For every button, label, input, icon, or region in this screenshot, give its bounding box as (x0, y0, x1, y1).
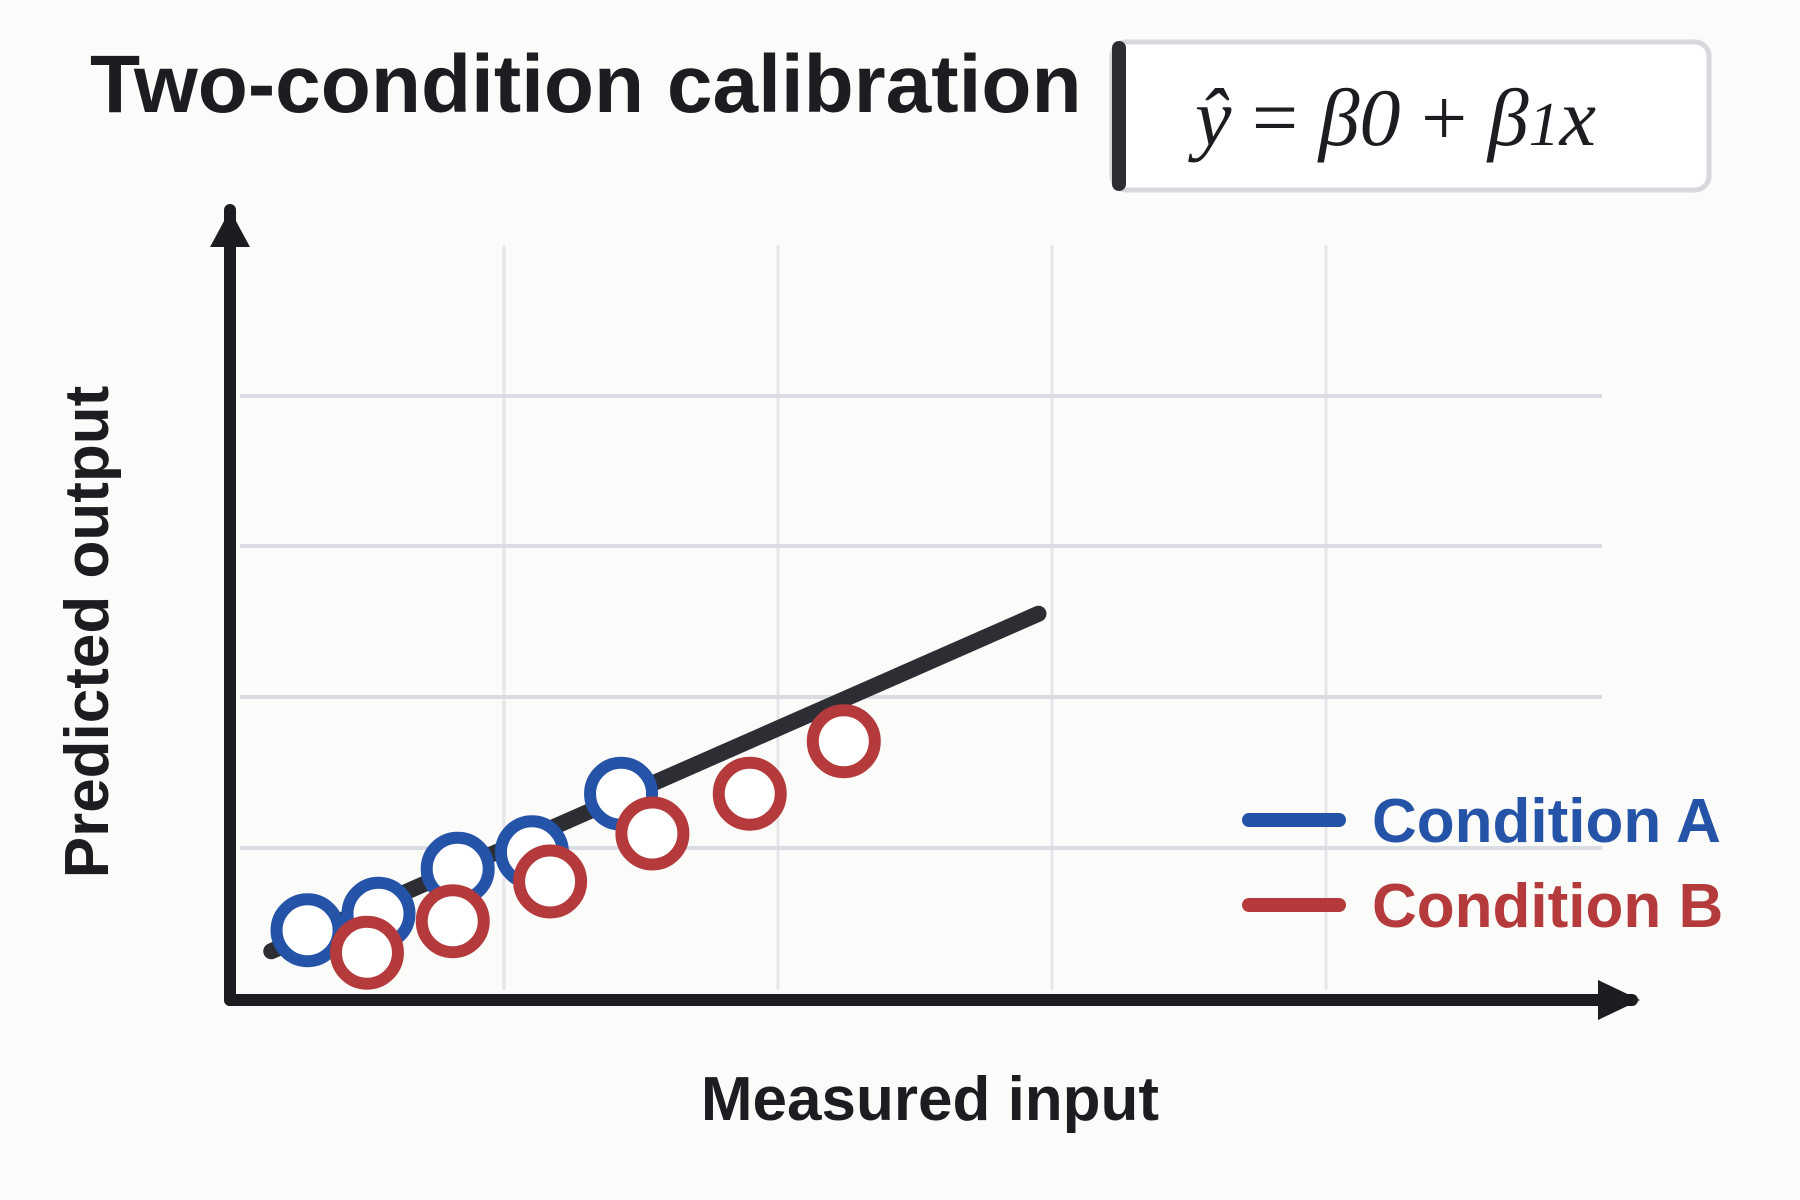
x-axis-arrow (1598, 980, 1640, 1020)
axes (210, 204, 1640, 1020)
data-point-condition-b (806, 704, 881, 779)
equation-equals: = (1231, 72, 1318, 163)
equation-text: ŷ = β0 + β1x (1188, 72, 1596, 163)
chart-title: Two-condition calibration (90, 39, 1082, 130)
legend-label-condition-a: Condition A (1372, 787, 1721, 856)
equation-box: ŷ = β0 + β1x (1109, 39, 1712, 193)
data-point-condition-b (513, 844, 588, 919)
equation-sub0: 0 (1360, 72, 1401, 163)
equation-x: x (1559, 72, 1596, 163)
data-point-condition-a (270, 893, 345, 968)
equation-sub1: 1 (1529, 91, 1560, 159)
data-point-condition-b (415, 884, 490, 959)
legend: Condition A Condition B (1242, 787, 1723, 941)
y-axis-arrow (210, 210, 250, 247)
data-point-condition-b (712, 756, 787, 831)
points (270, 704, 881, 990)
equation-beta0: β (1317, 72, 1360, 163)
legend-label-condition-b: Condition B (1372, 872, 1723, 941)
equation-beta1: β (1486, 72, 1529, 163)
equation-plus: + (1401, 72, 1488, 163)
x-axis-label: Measured input (701, 1065, 1159, 1134)
y-axis-label: Predicted output (53, 386, 122, 879)
equation-yhat: ŷ (1188, 72, 1232, 163)
data-point-condition-b (329, 915, 404, 990)
data-point-condition-b (615, 796, 690, 871)
